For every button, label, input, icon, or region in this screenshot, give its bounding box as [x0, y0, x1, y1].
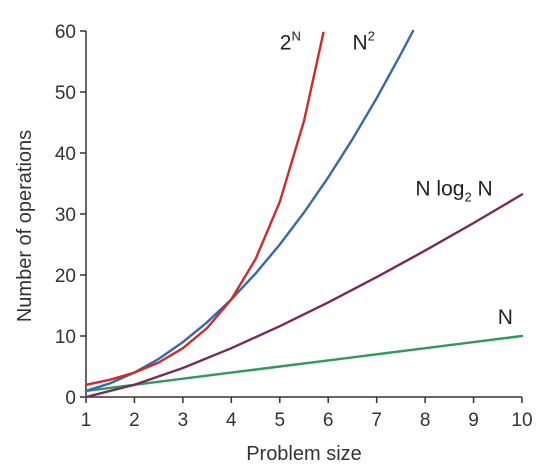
x-tick-label: 9 [468, 410, 479, 431]
series-line-n2 [84, 29, 415, 393]
x-tick-label: 4 [226, 410, 237, 431]
y-tick-label: 0 [65, 388, 76, 409]
y-tick-label: 20 [55, 266, 76, 287]
axes: 0 10 20 30 40 50 60 1 2 3 4 5 6 7 8 9 10 [55, 22, 533, 431]
series-line-2n [84, 31, 325, 386]
series-group [84, 29, 524, 399]
y-axis-title: Number of operations [14, 130, 36, 322]
y-tick-label: 10 [55, 327, 76, 348]
series-labels: N N log2 N N2 2N [280, 28, 513, 329]
x-tick-label: 5 [274, 410, 285, 431]
series-label-n2: N2 [352, 28, 374, 54]
series-label-n: N [498, 306, 513, 329]
x-tick-label: 7 [371, 410, 382, 431]
series-label-n-log2-n: N log2 N [415, 178, 492, 205]
x-tick-label: 2 [129, 410, 140, 431]
x-axis-title: Problem size [246, 443, 362, 465]
series-line-n [84, 334, 524, 393]
y-tick-label: 40 [55, 144, 76, 165]
series-label-2n: 2N [280, 28, 301, 54]
y-tick-label: 50 [55, 83, 76, 104]
y-tick-label: 60 [55, 22, 76, 43]
series-line-n-log2-n [84, 193, 524, 399]
y-tick-label: 30 [55, 205, 76, 226]
x-tick-label: 3 [178, 410, 189, 431]
x-tick-label: 8 [420, 410, 431, 431]
x-tick-label: 10 [511, 410, 532, 431]
x-tick-label: 1 [81, 410, 92, 431]
x-tick-label: 6 [323, 410, 334, 431]
